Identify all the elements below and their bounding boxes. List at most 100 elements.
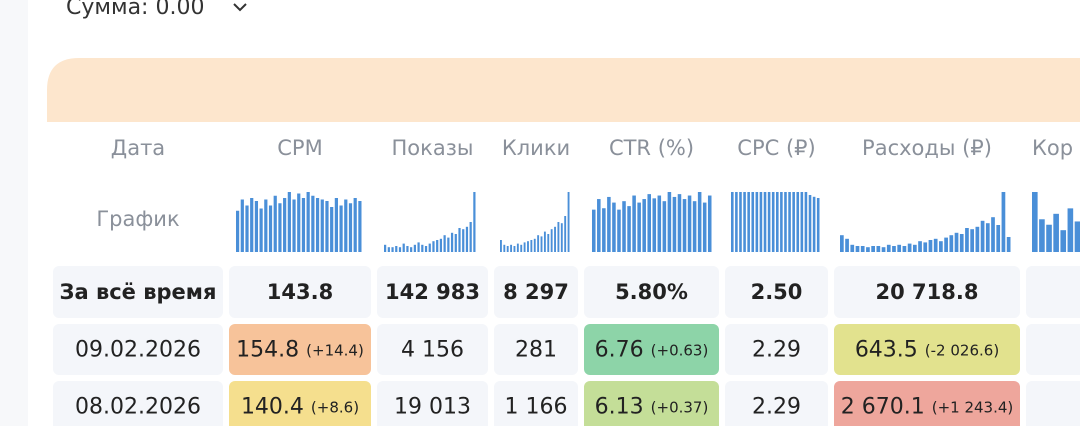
sparkline-bar	[550, 229, 553, 252]
sparkline-bar	[543, 231, 546, 252]
cell-bg	[229, 381, 371, 426]
sparkline-bar	[557, 222, 560, 252]
cell-bg	[494, 324, 578, 375]
sparkline-bar	[428, 243, 431, 252]
sparkline-bar	[1039, 219, 1045, 252]
sparkline-bar	[398, 247, 402, 252]
sparkline-bar	[763, 192, 767, 252]
sparkline-bar	[264, 199, 268, 252]
sparkline-bar	[902, 246, 907, 252]
sparkline-bar	[344, 199, 348, 252]
cell-bg	[725, 266, 828, 318]
sparkline-bar	[692, 201, 697, 252]
sparkline-bar	[273, 195, 277, 252]
sparkline-bar	[402, 243, 405, 252]
sparkline-bar	[450, 232, 454, 252]
value: 19 013	[394, 395, 471, 420]
sparkline-bar	[866, 247, 870, 252]
sparkline-bar	[520, 244, 523, 252]
sparkline-bar	[348, 203, 353, 252]
cell-value: 4 156	[401, 338, 464, 363]
total-value: 8 297	[503, 280, 569, 304]
sparkline-bar	[510, 244, 513, 252]
cell-bg	[229, 266, 371, 318]
sparkline-bar	[432, 241, 435, 252]
sparkline-bar	[297, 193, 301, 252]
sparkline-bar	[353, 198, 357, 252]
space	[925, 395, 932, 420]
sparkline-bar	[454, 234, 457, 252]
sparkline-bar	[537, 235, 540, 252]
sparkline-bar	[1053, 213, 1059, 252]
cell-value: 154.8 (+14.4)	[236, 338, 364, 363]
sparkline-bar	[1067, 208, 1074, 252]
sparkline-bar	[860, 246, 865, 252]
sparkline-bar	[523, 242, 526, 252]
sparkline-bar	[607, 196, 611, 252]
cell-value: 643.5 (-2 026.6)	[855, 338, 999, 363]
value: 1 166	[505, 395, 568, 420]
sparkline-bar	[632, 195, 636, 252]
sparkline-bar	[462, 229, 465, 252]
sparkline-bar	[759, 192, 763, 252]
delta: (+14.4)	[306, 341, 364, 359]
sparkline-bar	[503, 244, 506, 252]
cell-bg	[1026, 324, 1080, 375]
sparkline-bar	[240, 199, 244, 252]
column-header: Показы	[392, 136, 474, 160]
sparkline-bar	[928, 240, 933, 252]
sparkline-bar	[259, 208, 263, 252]
sparkline-bar	[985, 223, 990, 252]
space	[644, 338, 651, 363]
space	[644, 395, 651, 420]
sparkline-bar	[918, 241, 922, 252]
sparkline-bar	[597, 199, 601, 252]
sparkline-bar	[1074, 221, 1080, 252]
sparkline-bar	[236, 210, 240, 252]
sparkline-bar	[912, 244, 917, 252]
cell-bg	[53, 266, 223, 318]
sparkline-bar	[564, 216, 567, 252]
sparkline-bar	[954, 232, 959, 252]
sparkline-bar	[702, 202, 707, 252]
sum-label: Сумма: 0.00	[66, 0, 204, 20]
sparkline-bar	[788, 192, 791, 252]
sparkline-bar	[330, 207, 334, 252]
sparkline-bar	[784, 192, 787, 252]
cell-value: 19 013	[394, 395, 471, 420]
sparkline-bar	[469, 222, 472, 252]
space	[304, 395, 311, 420]
total-value: 2.50	[751, 280, 803, 304]
sparkline-bar	[767, 192, 771, 252]
sparkline-bar	[1032, 192, 1038, 252]
cell-bg	[229, 324, 371, 375]
sparkline-bar	[245, 205, 249, 252]
column-header: Кор	[1032, 136, 1073, 160]
dropdown-chevron[interactable]	[233, 3, 247, 12]
sparkline-bar	[897, 244, 902, 252]
sparkline-bar	[667, 192, 672, 252]
sparkline-bar	[933, 238, 938, 252]
sparkline-bar	[339, 205, 343, 252]
sparkline-bar	[907, 243, 912, 252]
sparkline-bar	[923, 242, 928, 252]
sparkline-bar	[387, 247, 390, 252]
cell-bg	[377, 324, 488, 375]
delta: (+0.37)	[651, 398, 709, 416]
cell-bg	[1026, 381, 1080, 426]
value: 6.13	[595, 395, 644, 420]
space	[918, 338, 925, 363]
cell-bg	[1026, 266, 1080, 318]
value: 4 156	[401, 338, 464, 363]
value: 2.29	[752, 395, 801, 420]
sparkline-bar	[792, 192, 795, 252]
sparkline-bar	[687, 195, 692, 252]
cell-value: 140.4 (+8.6)	[241, 395, 359, 420]
column-header: Расходы (₽)	[862, 136, 992, 160]
sparkline-bar	[592, 209, 596, 252]
sparkline-bar	[840, 235, 844, 252]
sparkline-bar	[677, 194, 682, 252]
cell-bg	[494, 266, 578, 318]
sparkline-bar	[547, 234, 550, 252]
